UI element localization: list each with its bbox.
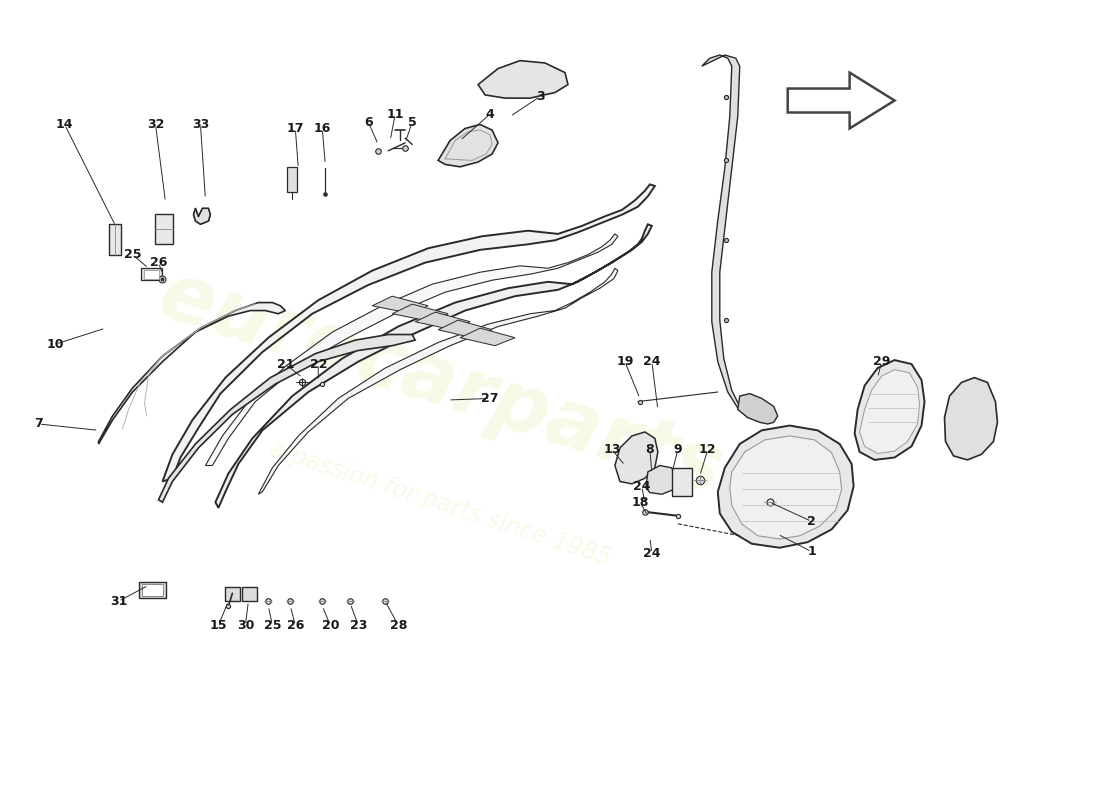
Polygon shape: [702, 55, 751, 418]
Text: 22: 22: [309, 358, 327, 370]
Bar: [287, 167, 297, 192]
Text: 32: 32: [146, 118, 164, 131]
Bar: [226, 587, 241, 602]
Text: 14: 14: [56, 118, 74, 131]
Polygon shape: [99, 302, 285, 444]
Polygon shape: [415, 312, 470, 330]
Polygon shape: [372, 296, 428, 314]
Text: 25: 25: [264, 618, 282, 632]
Polygon shape: [788, 73, 894, 129]
Text: 11: 11: [386, 107, 404, 121]
Text: 15: 15: [210, 618, 228, 632]
Text: 23: 23: [350, 618, 367, 632]
Text: 28: 28: [389, 618, 407, 632]
Polygon shape: [158, 334, 415, 502]
Text: 24: 24: [644, 547, 661, 560]
Text: 18: 18: [631, 496, 649, 509]
Polygon shape: [738, 394, 778, 424]
Text: 6: 6: [364, 115, 373, 129]
Text: 10: 10: [47, 338, 65, 350]
Text: 26: 26: [287, 618, 304, 632]
Text: 26: 26: [150, 256, 167, 269]
Bar: [141, 268, 163, 280]
Text: a passion for parts since 1985: a passion for parts since 1985: [266, 438, 614, 570]
Text: 2: 2: [807, 515, 816, 528]
Bar: [143, 270, 160, 278]
Text: 29: 29: [873, 355, 890, 368]
Text: 3: 3: [536, 90, 544, 103]
Text: 24: 24: [634, 480, 650, 493]
Text: 1: 1: [807, 546, 816, 558]
Text: 33: 33: [191, 118, 209, 131]
Polygon shape: [859, 370, 920, 454]
Polygon shape: [478, 61, 568, 98]
Polygon shape: [460, 328, 515, 346]
Bar: [109, 224, 121, 254]
Polygon shape: [729, 436, 842, 539]
Text: 31: 31: [110, 594, 128, 608]
Text: 13: 13: [603, 443, 620, 456]
Polygon shape: [206, 234, 618, 466]
Polygon shape: [646, 466, 675, 494]
Text: 20: 20: [321, 618, 339, 632]
Text: 27: 27: [482, 392, 498, 405]
Bar: [242, 587, 257, 602]
Text: 7: 7: [34, 418, 43, 430]
Polygon shape: [438, 320, 492, 338]
Text: 5: 5: [408, 115, 417, 129]
Polygon shape: [216, 224, 652, 508]
Polygon shape: [258, 268, 618, 494]
Polygon shape: [194, 208, 210, 224]
Text: 24: 24: [644, 355, 661, 368]
Text: eurocarparts: eurocarparts: [148, 256, 732, 512]
Bar: [155, 214, 174, 244]
Polygon shape: [615, 432, 658, 484]
Polygon shape: [163, 184, 654, 482]
Polygon shape: [438, 125, 498, 167]
Text: 21: 21: [276, 358, 294, 370]
Polygon shape: [855, 360, 924, 460]
Bar: [672, 468, 692, 496]
Polygon shape: [945, 378, 998, 460]
Text: 8: 8: [646, 443, 654, 456]
Text: 16: 16: [314, 122, 331, 135]
Polygon shape: [393, 304, 448, 322]
Text: 30: 30: [236, 618, 254, 632]
Text: 19: 19: [616, 355, 634, 368]
Text: 9: 9: [673, 443, 682, 456]
Text: 4: 4: [486, 107, 495, 121]
Text: 17: 17: [287, 122, 304, 135]
Bar: [139, 582, 166, 598]
Bar: [142, 584, 164, 597]
Text: 12: 12: [700, 443, 716, 456]
Text: 25: 25: [124, 248, 141, 261]
Polygon shape: [718, 426, 854, 548]
